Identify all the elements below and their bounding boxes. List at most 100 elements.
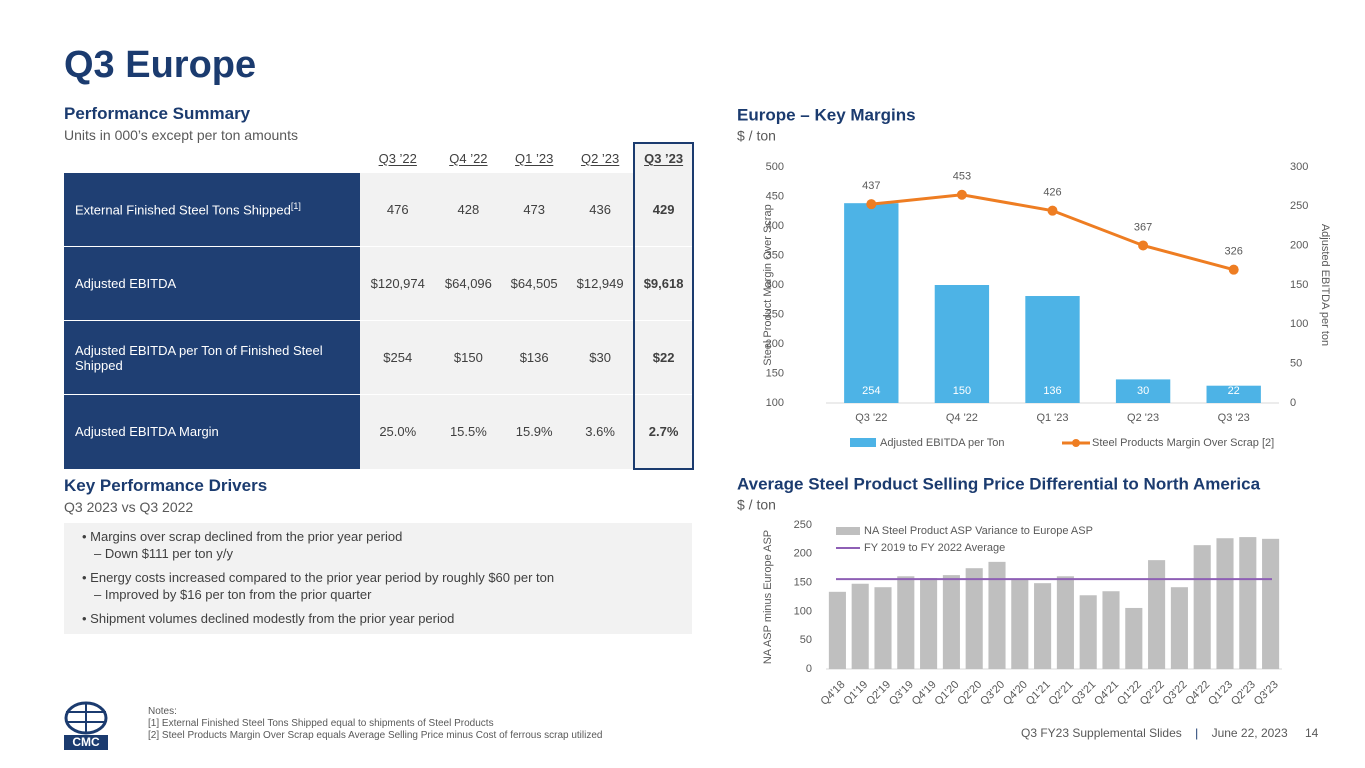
column-header: Q1 ’23	[515, 150, 554, 166]
line-value-label: 426	[1043, 187, 1061, 199]
table-cell: 473	[501, 173, 568, 247]
bar	[1125, 607, 1143, 669]
marker: •	[82, 529, 91, 544]
marker: –	[94, 546, 105, 561]
x-tick-label: Q2'23	[1229, 679, 1258, 708]
x-tick-label: Q2 '23	[1127, 412, 1159, 424]
x-tick-label: Q4'21	[1092, 679, 1121, 708]
x-tick-label: Q3'23	[1252, 679, 1281, 708]
chart-subtitle: $ / ton	[737, 128, 776, 144]
footer-deck: Q3 FY23 Supplemental Slides	[1021, 726, 1182, 740]
bar	[1262, 538, 1280, 669]
line-point	[1228, 264, 1239, 275]
bullet: • Shipment volumes declined modestly fro…	[82, 611, 455, 626]
marker: •	[82, 570, 91, 585]
bar	[1102, 591, 1120, 669]
table-cell: $120,974	[360, 246, 436, 321]
bar	[1011, 579, 1029, 669]
column-header: Q4 ’22	[449, 150, 488, 166]
x-tick-label: Q1'21	[1024, 679, 1053, 708]
x-tick-label: Q3'21	[1069, 679, 1098, 708]
bar	[897, 576, 915, 669]
legend-label: FY 2019 to FY 2022 Average	[864, 542, 1005, 554]
row-label-text: Adjusted EBITDA per Ton of Finished Stee…	[75, 342, 323, 373]
bar	[844, 203, 899, 403]
bar	[851, 583, 869, 669]
table-cell: $12,949	[567, 246, 635, 321]
y-axis-label: Steel Product Margin Over Scrap	[762, 204, 774, 365]
table-cell: 429	[633, 173, 694, 247]
table-cell: 3.6%	[567, 394, 635, 470]
y-tick-label: 150	[766, 367, 784, 379]
y-tick-label: 300	[766, 279, 784, 291]
row-label: Adjusted EBITDA Margin	[64, 394, 360, 470]
y2-axis-label: Adjusted EBITDA per ton	[1319, 224, 1331, 346]
y-tick-label: 250	[766, 308, 784, 320]
x-tick-label: Q4 '22	[946, 412, 978, 424]
summary-table: Q3 ’22 Q4 ’22 Q1 ’23 Q2 ’23 Q3 ’23 External F…	[64, 142, 694, 470]
y-tick-label: 0	[806, 663, 812, 675]
legend-label: Steel Products Margin Over Scrap [2]	[1092, 437, 1274, 449]
y-tick-label: 250	[794, 519, 812, 531]
y2-tick-label: 0	[1290, 397, 1296, 409]
bar-value-label: 254	[862, 385, 880, 397]
x-tick-label: Q4'18	[819, 679, 848, 708]
bar	[1193, 545, 1211, 669]
x-tick-label: Q3 '23	[1218, 412, 1250, 424]
table-cell: 25.0%	[360, 394, 436, 470]
bar	[942, 575, 960, 669]
table-cell: 428	[435, 173, 502, 247]
line-point	[866, 199, 877, 210]
table-cell: $9,618	[633, 246, 694, 321]
marker: •	[82, 611, 91, 626]
x-tick-label: Q1'20	[933, 679, 962, 708]
bar	[1206, 385, 1261, 403]
y-tick-label: 500	[766, 161, 784, 173]
x-tick-label: Q1'22	[1115, 679, 1144, 708]
y-tick-label: 200	[794, 548, 812, 560]
legend-swatch	[850, 438, 876, 447]
legend-swatch	[1072, 439, 1080, 447]
chart-title: Europe – Key Margins	[737, 105, 916, 124]
y2-tick-label: 200	[1290, 240, 1308, 252]
bar	[965, 568, 983, 669]
footer-date: June 22, 2023	[1211, 726, 1288, 740]
bar-value-label: 136	[1043, 385, 1061, 397]
notes-title: Notes:	[148, 706, 177, 717]
bar-value-label: 150	[953, 385, 971, 397]
x-tick-label: Q2'22	[1138, 679, 1167, 708]
logo: CMC	[64, 701, 108, 750]
bar	[988, 561, 1006, 669]
table-cell: 436	[567, 173, 635, 247]
y2-tick-label: 150	[1290, 279, 1308, 291]
drivers-box: • Margins over scrap declined from the p…	[64, 523, 692, 634]
note: [2] Steel Products Margin Over Scrap equ…	[148, 730, 603, 741]
column-header: Q3 ’22	[378, 150, 417, 166]
table-cell: 15.5%	[435, 394, 502, 470]
row-label-text: Adjusted EBITDA	[75, 276, 177, 291]
y2-tick-label: 250	[1290, 200, 1308, 212]
table-row: Adjusted EBITDA $120,974 $64,096 $64,505 $12…	[64, 246, 694, 321]
x-tick-label: Q1 '23	[1036, 412, 1068, 424]
x-tick-label: Q3 '22	[855, 412, 887, 424]
bar	[1148, 560, 1166, 669]
x-tick-label: Q4'22	[1183, 679, 1212, 708]
bar	[1034, 583, 1052, 669]
x-tick-label: Q3'20	[978, 679, 1007, 708]
bar	[1239, 537, 1257, 669]
y-tick-label: 450	[766, 190, 784, 202]
x-tick-label: Q3'22	[1161, 679, 1190, 708]
table-row: External Finished Steel Tons Shipped[1] 4…	[64, 173, 694, 247]
column-header: Q2 ’23	[580, 150, 620, 166]
x-tick-label: Q1'23	[1206, 679, 1235, 708]
chart-subtitle: $ / ton	[737, 497, 776, 513]
table-cell: $30	[567, 320, 635, 395]
table-row: Adjusted EBITDA Margin 25.0% 15.5% 15.9% 3.6…	[64, 394, 694, 470]
marker: –	[94, 587, 105, 602]
bar	[1216, 538, 1234, 669]
section-title: Key Performance Drivers	[64, 476, 268, 495]
x-tick-label: Q3'19	[887, 679, 916, 708]
table-cell: $136	[501, 320, 568, 395]
line-point	[1047, 205, 1058, 216]
